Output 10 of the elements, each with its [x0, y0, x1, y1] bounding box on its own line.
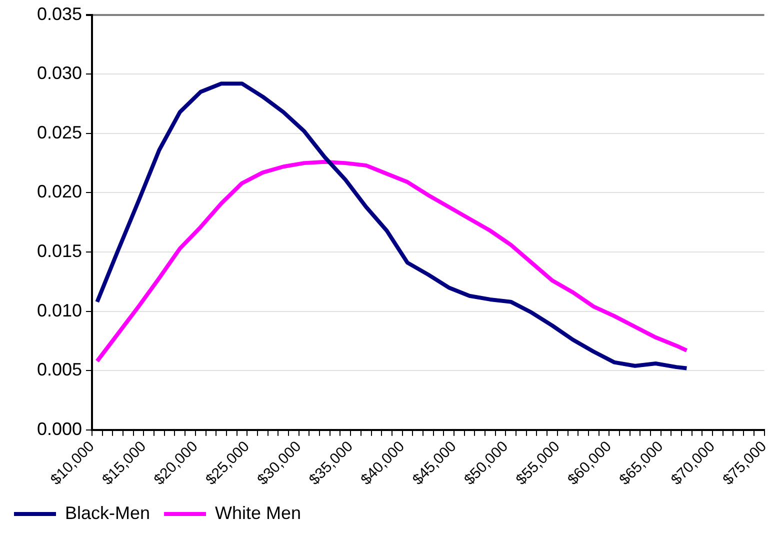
- y-tick-label: 0.035: [36, 4, 82, 24]
- legend-label: White Men: [215, 502, 302, 523]
- y-tick-label: 0.000: [36, 418, 82, 439]
- y-tick-label: 0.030: [36, 63, 82, 84]
- legend-label: Black-Men: [65, 502, 150, 523]
- y-tick-label: 0.005: [36, 360, 82, 380]
- y-tick-label: 0.020: [36, 182, 82, 202]
- y-tick-label: 0.015: [36, 240, 82, 261]
- y-tick-label: 0.025: [36, 122, 82, 142]
- y-tick-label: 0.010: [36, 300, 82, 320]
